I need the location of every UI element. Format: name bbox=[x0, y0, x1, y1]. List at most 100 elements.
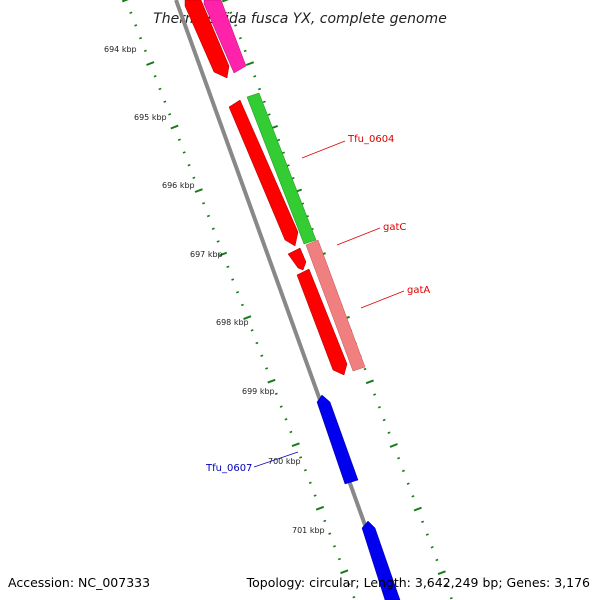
inner-tick-track bbox=[121, 0, 356, 599]
inner-track-minor-tick bbox=[279, 405, 283, 408]
feature-track bbox=[184, 0, 401, 600]
tick-label: 694 kbp bbox=[104, 45, 137, 54]
gene-label-tfu0607[interactable]: Tfu_0607 bbox=[205, 463, 252, 474]
gene-feature-red-gata[interactable] bbox=[296, 268, 348, 376]
inner-track-major-tick bbox=[194, 188, 203, 193]
inner-track-major-tick bbox=[291, 442, 300, 448]
leader-gata bbox=[360, 290, 405, 309]
outer-track-minor-tick bbox=[406, 482, 410, 485]
inner-track-minor-tick bbox=[313, 494, 317, 497]
outer-track-minor-tick bbox=[425, 533, 429, 536]
outer-track-minor-tick bbox=[229, 11, 233, 14]
inner-track-minor-tick bbox=[265, 367, 269, 370]
inner-track-minor-tick bbox=[206, 214, 210, 218]
inner-track-minor-tick bbox=[231, 278, 235, 281]
inner-track-minor-tick bbox=[323, 519, 327, 523]
leader-tfu0604 bbox=[301, 140, 346, 159]
outer-track-minor-tick bbox=[445, 584, 448, 587]
outer-track-major-tick bbox=[365, 379, 374, 385]
outer-track-minor-tick bbox=[435, 558, 439, 562]
outer-track-minor-tick bbox=[286, 164, 290, 167]
tick-label: 701 kbp bbox=[292, 526, 325, 535]
outer-track-minor-tick bbox=[373, 393, 377, 396]
gene-feature-blue-tfu0607[interactable] bbox=[316, 394, 359, 485]
inner-track-minor-tick bbox=[163, 100, 167, 103]
inner-track-minor-tick bbox=[328, 532, 332, 535]
inner-track-major-tick bbox=[170, 124, 179, 130]
outer-track-minor-tick bbox=[282, 151, 285, 154]
inner-track-minor-tick bbox=[240, 303, 244, 307]
outer-track-major-tick bbox=[437, 570, 446, 576]
tick-label: 699 kbp bbox=[242, 387, 275, 396]
outer-track-major-tick bbox=[245, 61, 255, 66]
inner-track-minor-tick bbox=[177, 138, 181, 141]
inner-track-major-tick bbox=[146, 61, 155, 66]
inner-track-minor-tick bbox=[143, 49, 147, 53]
outer-track-minor-tick bbox=[382, 418, 386, 422]
outer-track-minor-tick bbox=[387, 431, 391, 434]
gene-feature-pink-top[interactable] bbox=[203, 0, 247, 74]
outer-track-major-tick bbox=[413, 506, 422, 512]
outer-track-minor-tick bbox=[253, 75, 257, 78]
inner-track-minor-tick bbox=[337, 557, 341, 561]
gene-label-gatc[interactable]: gatC bbox=[383, 222, 406, 233]
outer-track-major-tick bbox=[389, 443, 398, 448]
outer-track-minor-tick bbox=[258, 87, 262, 91]
gene-feature-red-top[interactable] bbox=[184, 0, 230, 79]
gene-label-gata[interactable]: gatA bbox=[407, 285, 430, 296]
inner-track-minor-tick bbox=[182, 151, 186, 154]
inner-track-minor-tick bbox=[308, 481, 312, 485]
inner-track-minor-tick bbox=[134, 24, 138, 27]
inner-track-minor-tick bbox=[284, 418, 288, 421]
tick-label: 696 kbp bbox=[162, 181, 195, 190]
outer-track-minor-tick bbox=[449, 596, 453, 600]
inner-track-minor-tick bbox=[289, 430, 293, 434]
inner-track-minor-tick bbox=[250, 329, 254, 332]
gene-label-tfu0604[interactable]: Tfu_0604 bbox=[347, 134, 394, 145]
gene-feature-blue-bottom[interactable] bbox=[361, 520, 401, 600]
tick-labels: 694 kbp 695 kbp 696 kbp 697 kbp 698 kbp … bbox=[104, 45, 325, 535]
outer-track-minor-tick bbox=[397, 456, 401, 460]
outer-track-minor-tick bbox=[262, 100, 266, 104]
outer-track-major-tick bbox=[221, 0, 229, 3]
gene-feature-red-gatc[interactable] bbox=[287, 247, 307, 271]
inner-track-major-tick bbox=[218, 251, 228, 257]
inner-track-major-tick bbox=[267, 378, 276, 384]
tick-label: 695 kbp bbox=[134, 113, 167, 122]
outer-track-minor-tick bbox=[267, 113, 271, 116]
gene-feature-salmon-gatc[interactable] bbox=[305, 239, 366, 372]
genome-summary-text: Topology: circular; Length: 3,642,249 bp… bbox=[246, 575, 590, 590]
inner-track-major-tick bbox=[243, 315, 252, 321]
inner-track-minor-tick bbox=[260, 354, 264, 357]
inner-track-minor-tick bbox=[347, 583, 351, 586]
outer-track-minor-tick bbox=[430, 546, 434, 549]
inner-track-minor-tick bbox=[129, 11, 133, 14]
inner-track-minor-tick bbox=[211, 227, 215, 230]
gene-feature-green-tfu0604[interactable] bbox=[246, 92, 317, 245]
inner-track-minor-tick bbox=[158, 87, 162, 91]
label-leaders bbox=[253, 140, 405, 468]
outer-track-minor-tick bbox=[411, 495, 415, 498]
inner-track-minor-tick bbox=[236, 291, 240, 294]
inner-track-major-tick bbox=[340, 569, 349, 575]
inner-track-minor-tick bbox=[255, 341, 259, 345]
tick-label: 700 kbp bbox=[268, 457, 301, 466]
inner-track-minor-tick bbox=[226, 265, 230, 269]
outer-track-minor-tick bbox=[421, 520, 425, 524]
inner-track-minor-tick bbox=[187, 163, 191, 167]
outer-track-minor-tick bbox=[238, 36, 242, 40]
gene-labels: Tfu_0604 gatC gatA Tfu_0607 bbox=[205, 134, 430, 474]
outer-track-minor-tick bbox=[234, 24, 238, 27]
inner-track-major-tick bbox=[121, 0, 129, 3]
outer-track-minor-tick bbox=[363, 367, 367, 371]
inner-track-minor-tick bbox=[153, 75, 157, 78]
inner-track-major-tick bbox=[315, 505, 325, 511]
gene-feature-red-1[interactable] bbox=[228, 99, 299, 247]
outer-track-minor-tick bbox=[401, 469, 405, 473]
inner-track-minor-tick bbox=[333, 545, 336, 548]
inner-track-minor-tick bbox=[216, 240, 220, 243]
inner-track-minor-tick bbox=[139, 36, 143, 40]
leader-tfu0607 bbox=[253, 451, 299, 468]
tick-label: 698 kbp bbox=[216, 318, 249, 327]
